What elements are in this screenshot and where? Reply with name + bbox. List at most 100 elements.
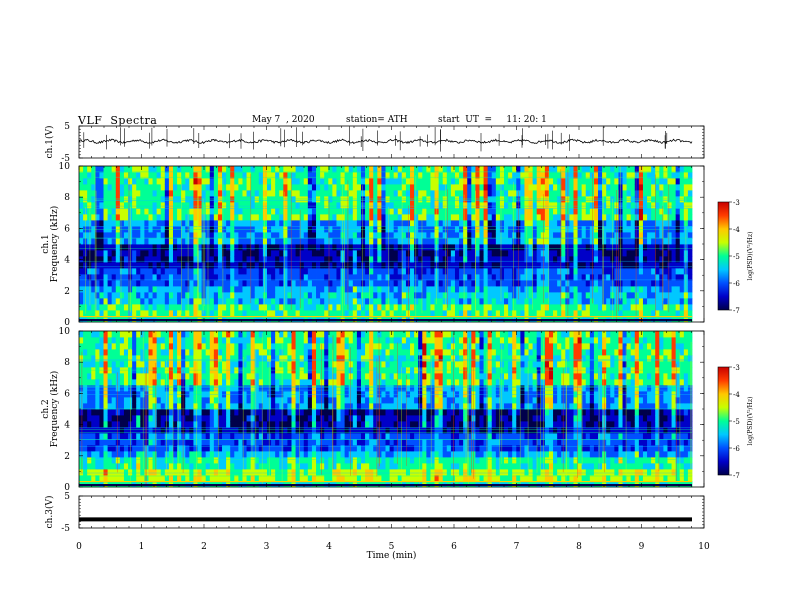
spectrogram-cell [520,208,525,215]
spectrogram-cell [238,286,243,293]
spectrogram-cell [573,178,578,185]
spectrogram-cell [414,256,419,263]
spectrogram-cell [638,220,644,227]
spectrogram-cell [217,373,223,380]
spectrogram-cell [667,238,672,245]
spectrogram-cell [520,304,525,311]
spectrogram-cell [115,292,121,299]
spectrogram-cell [246,286,252,293]
spectrogram-cell [307,202,313,209]
spectrogram-cell [373,190,378,197]
spectrogram-cell [360,172,366,179]
spectrogram-cell [687,274,693,281]
spectrogram-cell [459,268,464,275]
spectrogram-cell [377,304,382,311]
spectrogram-cell [168,475,174,482]
spectrogram-cell [430,292,435,299]
spectrogram-cell [83,274,88,281]
spectrogram-cell [160,172,166,179]
spectrogram-cell [348,232,354,239]
spectrogram-cell [222,463,227,470]
spectrogram-cell [651,178,656,185]
spectrogram-cell [475,238,480,245]
spectrogram-cell [283,292,288,299]
spectrogram-cell [348,238,354,245]
spectrogram-cell [360,202,366,209]
spectrogram-cell [553,178,558,185]
spectrogram-cell [418,310,423,317]
spectrogram-cell [647,238,652,245]
spectrogram-cell [602,310,607,317]
spectrogram-cell [242,190,247,197]
spectrogram-cell [91,172,96,179]
spectrogram-cell [504,184,509,191]
spectrogram-cell [426,220,431,227]
spectrogram-cell [491,262,497,269]
spectrogram-cell [107,304,113,311]
spectrogram-cell [95,298,100,305]
spectrogram-cell [389,250,395,257]
spectrogram-cell [373,214,378,221]
spectrogram-cell [651,214,656,221]
spectrogram-cell [136,439,141,446]
spectrogram-cell [119,184,125,191]
spectrogram-cell [663,250,668,257]
spectrogram-cell [177,310,182,317]
spectrogram-cell [172,250,178,257]
spectrogram-cell [107,268,113,275]
spectrogram-cell [332,310,337,317]
spectrogram-cell [152,433,158,440]
spectrogram-cell [410,304,415,311]
spectrogram-cell [548,250,554,257]
spectrogram-cell [491,220,497,227]
spectrogram-cell [83,475,88,482]
spectrogram-cell [360,220,366,227]
spectrogram-cell [430,280,435,287]
spectrogram-cell [508,262,513,269]
spectrogram-cell [544,220,550,227]
spectrogram-cell [287,184,292,191]
spectrogram-cell [262,172,268,179]
spectrogram-cell [246,214,252,221]
spectrogram-cell [360,262,366,269]
spectrogram-cell [553,202,558,209]
spectrogram-cell [565,172,570,179]
spectrogram-cell [115,298,121,305]
spectrogram-cell [107,250,113,257]
spectrogram-cell [663,220,668,227]
spectrogram-cell [520,214,525,221]
spectrogram-cell [222,250,227,257]
spectrogram-cell [316,214,321,221]
spectrogram-cell [254,298,260,305]
spectrogram-cell [634,202,640,209]
spectrogram-cell [197,244,202,251]
spectrogram-cell [532,250,538,257]
spectrogram-cell [250,190,256,197]
spectrogram-cell [156,475,162,482]
spectrogram-cell [189,220,194,227]
spectrogram-cell [516,166,521,173]
spectrogram-cell [369,256,374,263]
spectrogram-cell [303,172,309,179]
spectrogram-cell [230,166,235,173]
spectrogram-cell [148,202,153,209]
figure-title: VLF Spectra [78,114,158,127]
spectrogram-cell [168,415,174,422]
spectrogram-cell [389,196,395,203]
spectrogram-cell [434,310,440,317]
spectrogram-cell [459,220,464,227]
spectrogram-cell [381,166,386,173]
spectrogram-cell [242,292,247,299]
spectrogram-cell [365,304,370,311]
spectrogram-cell [405,178,411,185]
spectrogram-cell [205,463,211,470]
spectrogram-cell [226,220,231,227]
spectrogram-cell [569,256,574,263]
spectrogram-cell [172,184,178,191]
spectrogram-cell [148,415,153,422]
spectrogram-cell [397,304,403,311]
spectrogram-cell [197,274,202,281]
spectrogram-cell [365,274,370,281]
spectrogram-cell [659,280,664,287]
spectrogram-cell [172,262,178,269]
